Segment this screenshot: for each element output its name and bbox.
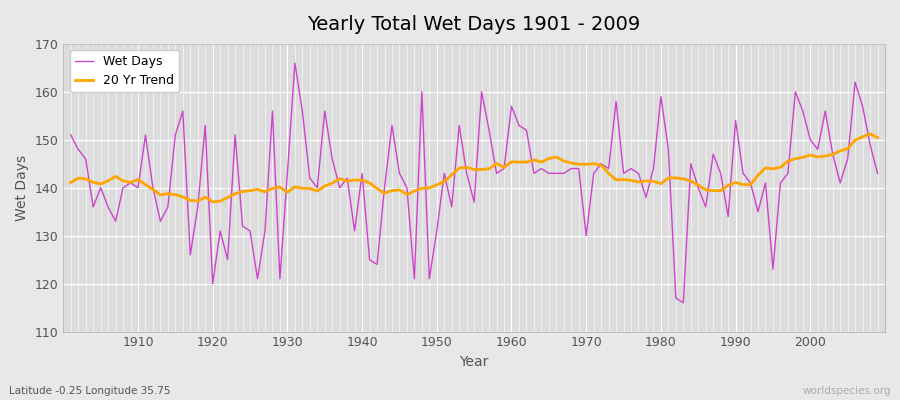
Y-axis label: Wet Days: Wet Days: [15, 155, 29, 221]
Text: Latitude -0.25 Longitude 35.75: Latitude -0.25 Longitude 35.75: [9, 386, 170, 396]
Line: Wet Days: Wet Days: [71, 63, 878, 303]
Text: worldspecies.org: worldspecies.org: [803, 386, 891, 396]
Legend: Wet Days, 20 Yr Trend: Wet Days, 20 Yr Trend: [69, 50, 179, 92]
Wet Days: [872, 171, 883, 176]
Wet Days: [342, 176, 353, 180]
20 Yr Trend: [125, 180, 136, 185]
Wet Days: [603, 166, 614, 171]
Wet Days: [678, 300, 688, 305]
20 Yr Trend: [342, 179, 353, 184]
20 Yr Trend: [872, 135, 883, 140]
20 Yr Trend: [66, 180, 77, 185]
20 Yr Trend: [297, 186, 308, 191]
Title: Yearly Total Wet Days 1901 - 2009: Yearly Total Wet Days 1901 - 2009: [308, 15, 641, 34]
Wet Days: [506, 104, 517, 109]
Wet Days: [297, 109, 308, 114]
20 Yr Trend: [514, 160, 525, 164]
20 Yr Trend: [865, 131, 876, 136]
Wet Days: [66, 132, 77, 137]
20 Yr Trend: [603, 171, 614, 176]
Wet Days: [514, 123, 525, 128]
Wet Days: [290, 61, 301, 66]
20 Yr Trend: [207, 200, 218, 204]
Line: 20 Yr Trend: 20 Yr Trend: [71, 134, 878, 202]
X-axis label: Year: Year: [460, 355, 489, 369]
Wet Days: [125, 180, 136, 185]
20 Yr Trend: [506, 160, 517, 164]
